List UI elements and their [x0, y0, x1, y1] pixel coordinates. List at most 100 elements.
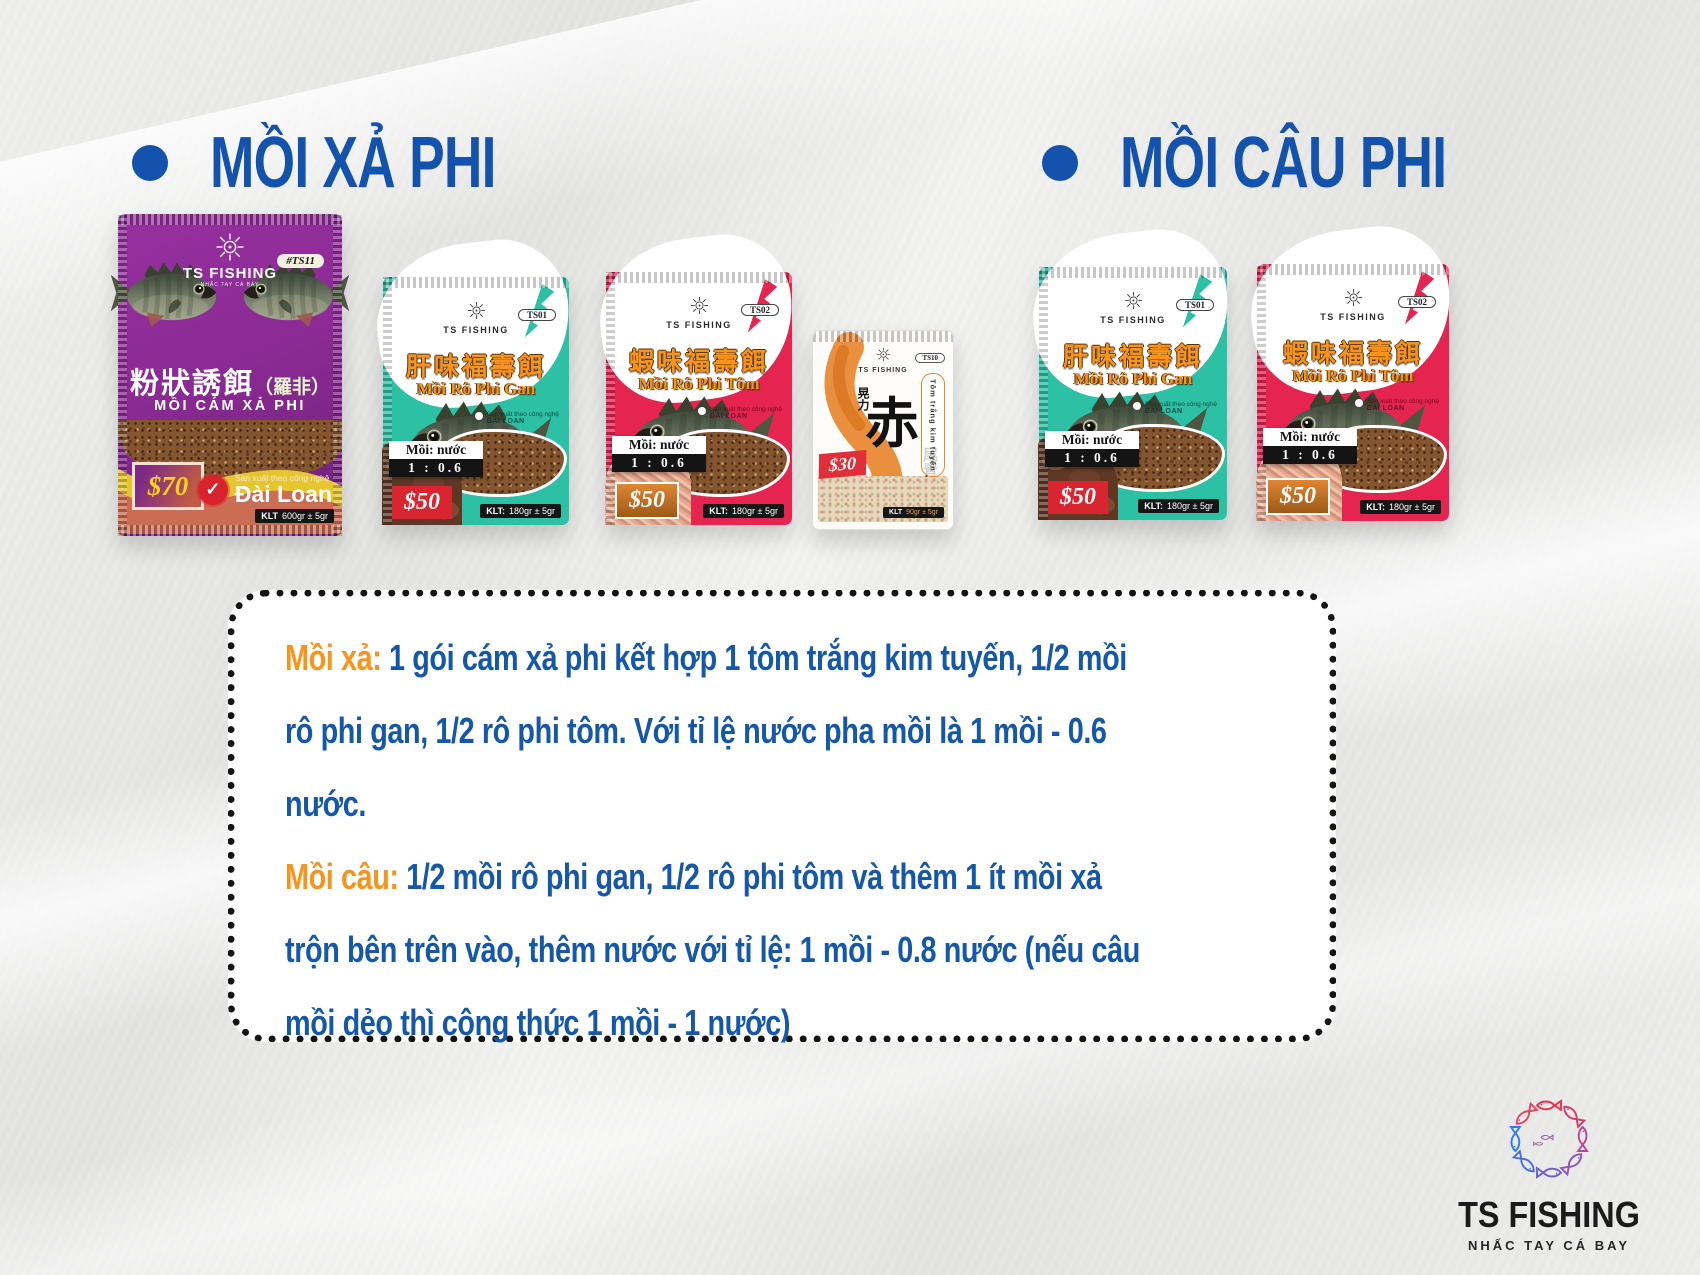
heading-right: MỒI CÂU PHI — [1042, 122, 1561, 204]
recipe-text: nước. — [285, 783, 366, 824]
mix-ratio-label: Mồi: nước 1 : 0.6 — [389, 441, 483, 477]
bullet-icon — [1042, 145, 1078, 181]
heading-right-label: MỒI CÂU PHI — [1120, 123, 1447, 203]
product-title-cn: 肝味福壽餌 — [405, 353, 546, 381]
brand-logo: TS FISHING — [1039, 291, 1227, 325]
packet-crimp-edge — [118, 525, 342, 536]
packet-crimp-edge — [1039, 267, 1227, 278]
packet-crimp-edge — [1257, 264, 1449, 275]
mix-ratio-label: Mồi: nước 1 : 0.6 — [612, 436, 706, 472]
origin-big-text: ĐÀI LOAN — [486, 418, 525, 425]
packet-crimp-edge — [813, 331, 953, 342]
ratio-value: 1 : 0.6 — [389, 459, 483, 477]
recipe-label: Mồi câu: — [285, 856, 399, 897]
weight-value: 600gr ± 5gr — [282, 511, 328, 521]
weight-chip: KLT 600gr ± 5gr — [255, 509, 334, 523]
recipe-line: trộn bên trên vào, thêm nước với tỉ lệ: … — [285, 913, 1140, 986]
mix-ratio-label: Mồi: nước 1 : 0.6 — [1263, 428, 1357, 464]
origin-small-text: Sản xuất theo công nghệ — [486, 411, 559, 418]
compass-icon — [215, 232, 245, 262]
origin-small-text: Sản xuất theo công nghệ — [1366, 398, 1439, 405]
origin-note: Sản xuất theo công nghệ ĐÀI LOAN — [1354, 398, 1439, 412]
compass-icon — [1124, 291, 1143, 310]
ratio-value: 1 : 0.6 — [1263, 446, 1357, 464]
product-moi-ro-phi-tom: TS02 TS FISHING 蝦味福壽餌 Mồi Rô Phi Tôm Sản… — [590, 226, 803, 525]
weight-chip: KLT: 180gr ± 5gr — [703, 504, 784, 518]
packet-crimp-edge — [383, 277, 569, 288]
logo-name: TS FISHING — [1458, 1194, 1640, 1235]
product-moi-ro-phi-tom: TS02 TS FISHING 蝦味福壽餌 Mồi Rô Phi Tôm Sản… — [1241, 218, 1460, 521]
recipe-text: rô phi gan, 1/2 rô phi tôm. Với tỉ lệ nư… — [285, 710, 1107, 751]
origin-big-text: Đài Loan — [234, 481, 332, 507]
calligraphy-small: 晃力 — [856, 387, 870, 411]
product-title-vn: Mồi Rô Phi Tôm — [638, 374, 760, 393]
brand-name: TS FISHING — [1320, 312, 1386, 322]
recipe-line: nước. — [285, 767, 1080, 840]
heading-left-label: MỒI XẢ PHI — [210, 123, 496, 203]
brand-logo: TS FISHING — [383, 301, 569, 335]
origin-note: Sản xuất theo công nghệ ĐÀI LOAN — [1132, 401, 1217, 415]
weight-value: 180gr ± 5gr — [509, 506, 555, 516]
weight-label: KLT: — [709, 506, 729, 516]
heading-left: MỒI XẢ PHI — [132, 122, 596, 204]
product-code-badge: #TS11 — [277, 254, 324, 268]
recipe-line: mồi dẻo thì công thức 1 mồi - 1 nước) — [285, 986, 1080, 1059]
packet-crimp-edge — [118, 214, 342, 225]
product-moi-cam-xa-phi: TS FISHING NHẤC TAY CÁ BAY #TS11 粉狀誘餌（羅非… — [118, 214, 342, 536]
product-title-cn: 蝦味福壽餌 — [1282, 340, 1423, 368]
brand-logo: TS FISHING — [1257, 288, 1449, 322]
bullet-icon — [132, 145, 168, 181]
product-moi-ro-phi-gan: TS01 TS FISHING 肝味福壽餌 Mồi Rô Phi Gan Sản… — [1023, 221, 1238, 520]
weight-value: 90gr ± 5gr — [906, 509, 938, 516]
brand-logo: TS FISHING — [813, 347, 953, 374]
vertical-label-text: Tôm trắng kim tuyến — [928, 378, 938, 472]
dot-icon — [1354, 399, 1363, 407]
brand-logo: TS FISHING NHẤC TAY CÁ BAY — [118, 232, 342, 288]
packet-crimp-edge — [1039, 267, 1048, 520]
weight-label: KLT: — [1366, 502, 1386, 512]
weight-label: KLT — [261, 511, 279, 521]
product-title-vn: Mồi Rô Phi Gan — [1073, 369, 1193, 388]
packet-crimp-edge — [606, 272, 792, 283]
logo-tagline: NHẤC TAY CÁ BAY — [1467, 1238, 1631, 1253]
weight-chip: KLT: 180gr ± 5gr — [480, 504, 561, 518]
compass-icon — [467, 301, 486, 320]
weight-chip: KLT 90gr ± 5gr — [883, 507, 944, 518]
origin-big-text: ĐÀI LOAN — [709, 413, 748, 420]
packet-crimp-edge — [1257, 264, 1266, 521]
origin-big-text: ĐÀI LOAN — [1144, 408, 1183, 415]
brand-name: TS FISHING — [666, 320, 732, 330]
product-code-badge: TS02 — [740, 304, 779, 316]
recipe-text: 1/2 mồi rô phi gan, 1/2 rô phi tôm và th… — [398, 856, 1102, 897]
brand-name: TS FISHING — [182, 265, 278, 282]
weight-value: 180gr ± 5gr — [732, 506, 778, 516]
dot-icon — [1132, 402, 1141, 410]
weight-chip: KLT: 180gr ± 5gr — [1360, 500, 1441, 514]
product-tom-trang-kim-tuyen: TS FISHING TS10 晃力 赤 尾青 Tôm trắng kim tu… — [812, 330, 954, 530]
product-title-cn: 蝦味福壽餌 — [628, 348, 769, 376]
recipe-line: Mồi xả: 1 gói cám xả phi kết hợp 1 tôm t… — [285, 621, 1127, 694]
brand-name: TS FISHING — [1100, 315, 1166, 325]
brand-name: TS FISHING — [858, 367, 908, 374]
mix-ratio-label: Mồi: nước 1 : 0.6 — [1045, 431, 1139, 467]
weight-value: 180gr ± 5gr — [1167, 501, 1213, 511]
ratio-value: 1 : 0.6 — [1045, 449, 1139, 467]
recipe-box: Mồi xả: 1 gói cám xả phi kết hợp 1 tôm t… — [228, 590, 1336, 1043]
origin-badge: ✓ Sản xuất theo công nghệ Đài Loan — [197, 473, 332, 507]
price-tag: $50 — [615, 482, 679, 519]
title-cn-text: 粉狀誘餌 — [129, 368, 254, 400]
packet-crimp-edge — [606, 272, 615, 525]
fish-circle-icon — [1510, 1100, 1588, 1178]
ratio-title: Mồi: nước — [1263, 428, 1357, 446]
recipe-line: rô phi gan, 1/2 rô phi tôm. Với tỉ lệ nư… — [285, 694, 1107, 767]
packet-crimp-edge — [333, 214, 342, 536]
origin-small-text: Sản xuất theo công nghệ — [1144, 401, 1217, 408]
weight-label: KLT: — [1144, 501, 1164, 511]
product-code-badge: TS01 — [517, 309, 556, 321]
recipe-text: mồi dẻo thì công thức 1 mồi - 1 nước) — [285, 1002, 791, 1043]
brand-tagline: NHẤC TAY CÁ BAY — [200, 282, 260, 288]
packet-crimp-edge — [383, 277, 392, 525]
recipe-text: trộn bên trên vào, thêm nước với tỉ lệ: … — [285, 929, 1140, 970]
price-tag: $50 — [1266, 478, 1330, 515]
calligraphy-main: 赤 — [865, 394, 919, 454]
